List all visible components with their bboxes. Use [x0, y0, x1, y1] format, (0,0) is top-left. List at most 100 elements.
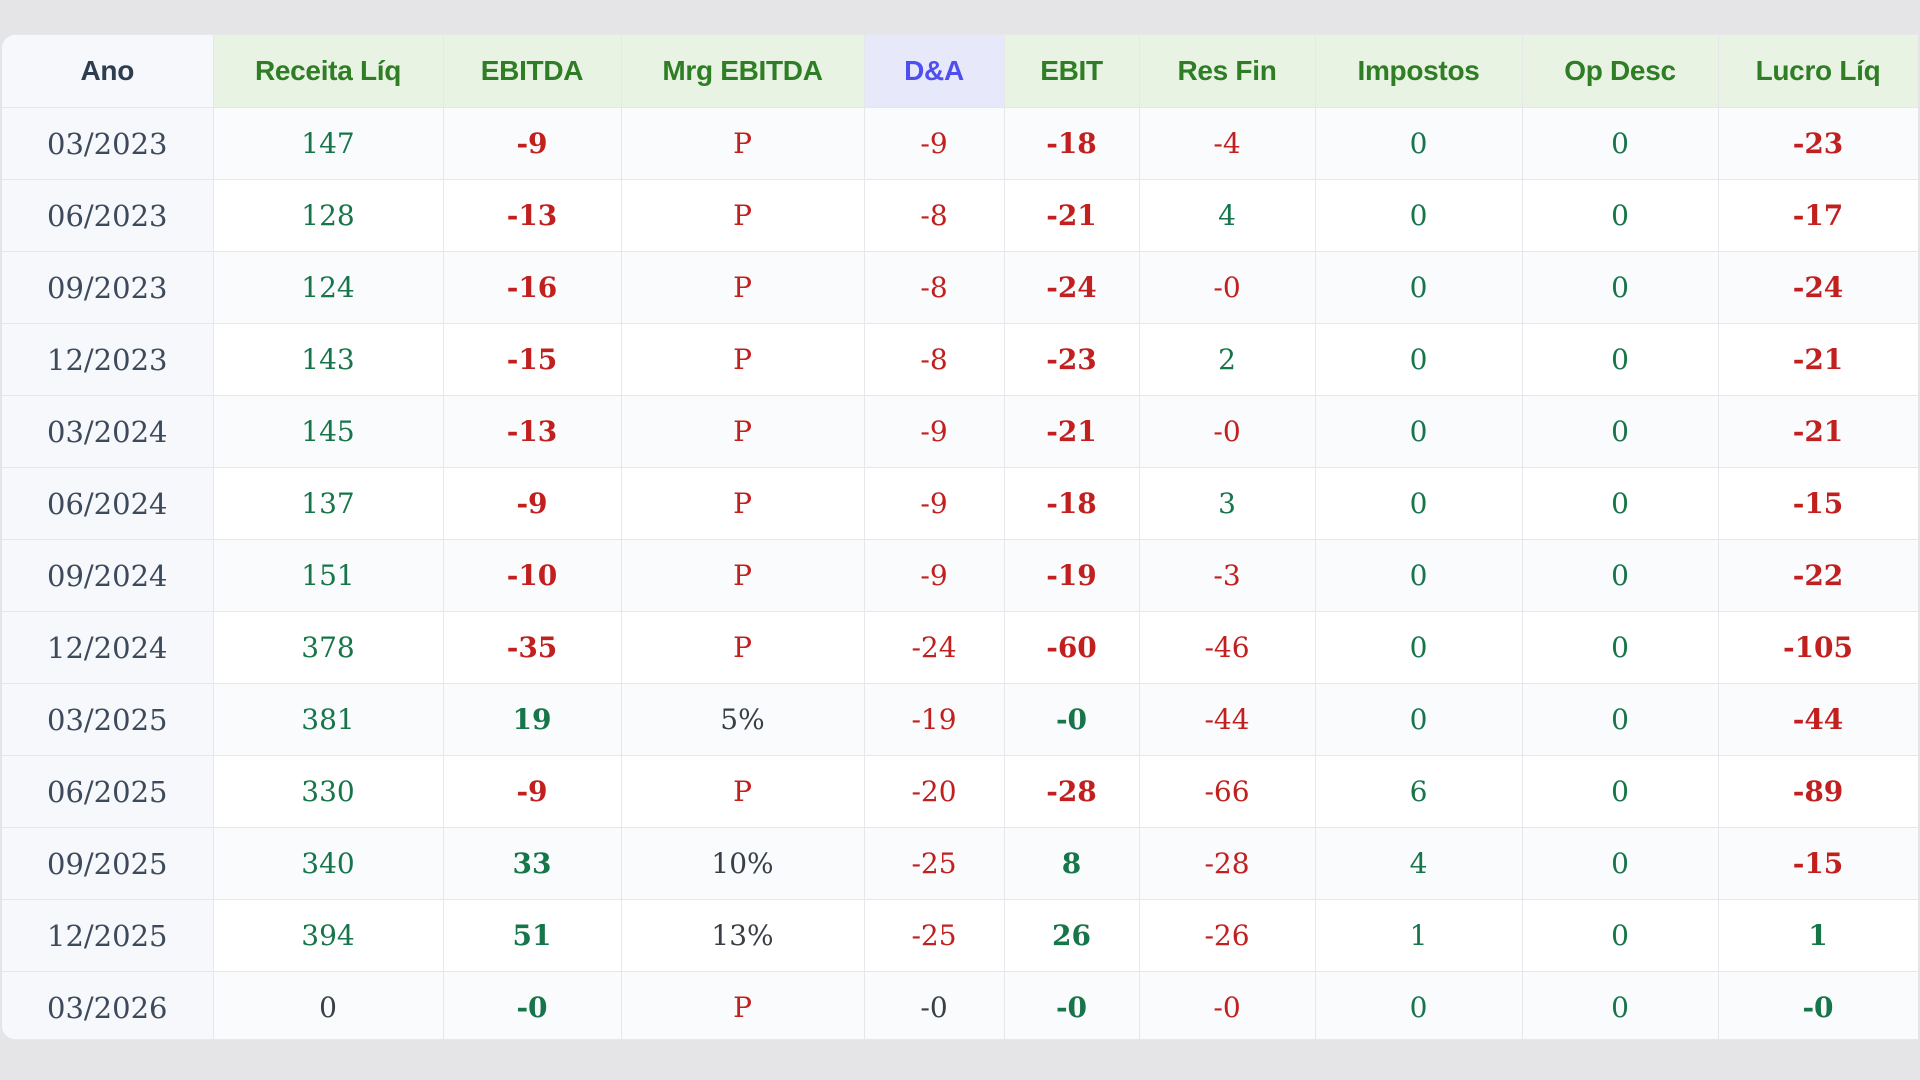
- cell-receita: 394: [213, 899, 444, 972]
- cell-da: -9: [864, 395, 1005, 468]
- cell-impostos: 1: [1315, 899, 1523, 972]
- cell-opdesc: 0: [1522, 323, 1719, 396]
- cell-ebitda: -10: [443, 539, 622, 612]
- cell-receita: 151: [213, 539, 444, 612]
- cell-mrg: P: [621, 755, 865, 828]
- cell-resfin: -3: [1139, 539, 1316, 612]
- cell-impostos: 0: [1315, 179, 1523, 252]
- cell-receita: 147: [213, 107, 444, 180]
- cell-ebit: -23: [1004, 323, 1140, 396]
- cell-receita: 145: [213, 395, 444, 468]
- financial-results-table: Ano Receita Líq EBITDA Mrg EBITDA D&A EB…: [2, 35, 1918, 1039]
- cell-ebit: -18: [1004, 107, 1140, 180]
- cell-da: -9: [864, 539, 1005, 612]
- cell-da: -8: [864, 179, 1005, 252]
- column-header-ebit[interactable]: EBIT: [1004, 35, 1140, 108]
- cell-ano: 03/2025: [2, 683, 214, 756]
- cell-ano: 03/2023: [2, 107, 214, 180]
- cell-ano: 12/2025: [2, 899, 214, 972]
- cell-ebitda: -35: [443, 611, 622, 684]
- cell-opdesc: 0: [1522, 971, 1719, 1039]
- column-header-res-fin[interactable]: Res Fin: [1139, 35, 1316, 108]
- table-row: 03/2023 147 -9 P -9 -18 -4 0 0 -23: [2, 107, 1918, 180]
- cell-lucro: -0: [1718, 971, 1918, 1039]
- cell-ano: 09/2025: [2, 827, 214, 900]
- column-header-mrg-ebitda[interactable]: Mrg EBITDA: [621, 35, 865, 108]
- cell-opdesc: 0: [1522, 683, 1719, 756]
- cell-opdesc: 0: [1522, 395, 1719, 468]
- cell-ebitda: -16: [443, 251, 622, 324]
- column-header-op-desc[interactable]: Op Desc: [1522, 35, 1719, 108]
- column-header-ano[interactable]: Ano: [2, 35, 214, 108]
- table-row: 12/2025 394 51 13% -25 26 -26 1 0 1: [2, 899, 1918, 972]
- cell-mrg: 5%: [621, 683, 865, 756]
- table-header-row: Ano Receita Líq EBITDA Mrg EBITDA D&A EB…: [2, 35, 1918, 108]
- cell-mrg: 13%: [621, 899, 865, 972]
- cell-opdesc: 0: [1522, 107, 1719, 180]
- cell-ebitda: -9: [443, 755, 622, 828]
- cell-ebit: 8: [1004, 827, 1140, 900]
- cell-ebitda: -9: [443, 107, 622, 180]
- cell-ebit: -60: [1004, 611, 1140, 684]
- financial-table-card: Ano Receita Líq EBITDA Mrg EBITDA D&A EB…: [2, 34, 1918, 1040]
- cell-resfin: -66: [1139, 755, 1316, 828]
- cell-ebit: -21: [1004, 395, 1140, 468]
- cell-mrg: P: [621, 467, 865, 540]
- cell-receita: 143: [213, 323, 444, 396]
- cell-impostos: 0: [1315, 107, 1523, 180]
- cell-ebit: -18: [1004, 467, 1140, 540]
- cell-lucro: -21: [1718, 395, 1918, 468]
- cell-ano: 06/2025: [2, 755, 214, 828]
- cell-mrg: P: [621, 251, 865, 324]
- cell-opdesc: 0: [1522, 179, 1719, 252]
- cell-ebitda: 33: [443, 827, 622, 900]
- cell-mrg: P: [621, 323, 865, 396]
- cell-mrg: P: [621, 611, 865, 684]
- cell-receita: 128: [213, 179, 444, 252]
- cell-da: -20: [864, 755, 1005, 828]
- cell-impostos: 0: [1315, 395, 1523, 468]
- column-header-d-and-a[interactable]: D&A: [864, 35, 1005, 108]
- cell-opdesc: 0: [1522, 899, 1719, 972]
- column-header-lucro-liq[interactable]: Lucro Líq: [1718, 35, 1918, 108]
- cell-resfin: -0: [1139, 251, 1316, 324]
- cell-ano: 09/2023: [2, 251, 214, 324]
- cell-lucro: -23: [1718, 107, 1918, 180]
- cell-resfin: -4: [1139, 107, 1316, 180]
- table-row: 03/2024 145 -13 P -9 -21 -0 0 0 -21: [2, 395, 1918, 468]
- cell-impostos: 0: [1315, 467, 1523, 540]
- table-row: 12/2023 143 -15 P -8 -23 2 0 0 -21: [2, 323, 1918, 396]
- cell-lucro: -15: [1718, 827, 1918, 900]
- cell-ebitda: -13: [443, 395, 622, 468]
- cell-mrg: P: [621, 539, 865, 612]
- cell-ano: 12/2024: [2, 611, 214, 684]
- cell-lucro: -21: [1718, 323, 1918, 396]
- column-header-receita-liq[interactable]: Receita Líq: [213, 35, 444, 108]
- cell-da: -0: [864, 971, 1005, 1039]
- column-header-impostos[interactable]: Impostos: [1315, 35, 1523, 108]
- cell-opdesc: 0: [1522, 755, 1719, 828]
- cell-receita: 340: [213, 827, 444, 900]
- cell-lucro: -15: [1718, 467, 1918, 540]
- cell-resfin: -0: [1139, 971, 1316, 1039]
- table-row: 09/2025 340 33 10% -25 8 -28 4 0 -15: [2, 827, 1918, 900]
- cell-resfin: -28: [1139, 827, 1316, 900]
- cell-receita: 330: [213, 755, 444, 828]
- cell-impostos: 6: [1315, 755, 1523, 828]
- table-row: 06/2024 137 -9 P -9 -18 3 0 0 -15: [2, 467, 1918, 540]
- cell-opdesc: 0: [1522, 251, 1719, 324]
- cell-da: -9: [864, 467, 1005, 540]
- cell-resfin: 4: [1139, 179, 1316, 252]
- cell-ebit: -21: [1004, 179, 1140, 252]
- cell-ebitda: -9: [443, 467, 622, 540]
- cell-impostos: 4: [1315, 827, 1523, 900]
- cell-ebit: 26: [1004, 899, 1140, 972]
- cell-receita: 0: [213, 971, 444, 1039]
- cell-receita: 137: [213, 467, 444, 540]
- cell-resfin: 3: [1139, 467, 1316, 540]
- cell-ebit: -19: [1004, 539, 1140, 612]
- cell-ano: 09/2024: [2, 539, 214, 612]
- column-header-ebitda[interactable]: EBITDA: [443, 35, 622, 108]
- cell-lucro: -105: [1718, 611, 1918, 684]
- cell-impostos: 0: [1315, 683, 1523, 756]
